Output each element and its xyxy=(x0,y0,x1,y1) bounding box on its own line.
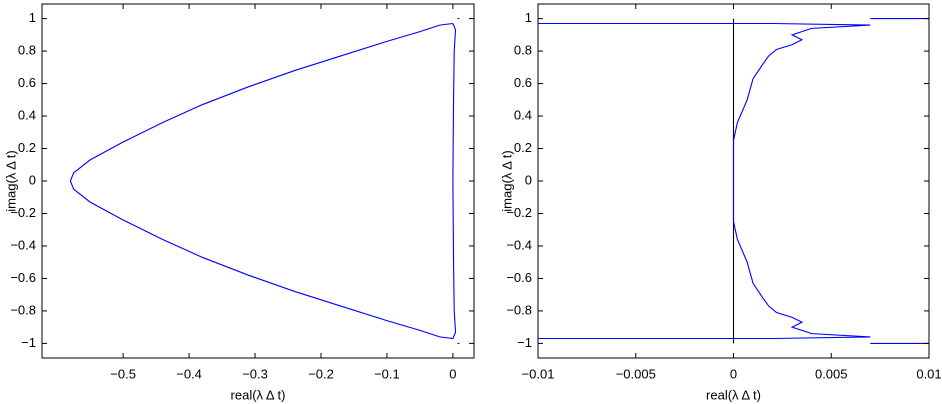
x-tick-label: −0.01 xyxy=(522,366,555,381)
x-tick-label: −0.3 xyxy=(242,366,268,381)
y-axis-label: imag(λ Δ t) xyxy=(3,150,18,211)
y-tick-label: −0.2 xyxy=(10,205,36,220)
plot-area xyxy=(41,3,475,359)
y-tick-label: −1 xyxy=(517,335,532,350)
y-axis-label: imag(λ Δ t) xyxy=(499,150,514,211)
x-tick-label: 0.01 xyxy=(916,366,941,381)
x-tick-label: −0.5 xyxy=(110,366,136,381)
y-tick-label: 0.6 xyxy=(18,75,36,90)
x-axis-label: real(λ Δ t) xyxy=(706,387,761,402)
x-tick-label: −0.005 xyxy=(616,366,656,381)
x-axis-label: real(λ Δ t) xyxy=(231,387,286,402)
y-tick-label: 0.2 xyxy=(514,140,532,155)
y-tick-label: 0.8 xyxy=(514,43,532,58)
y-tick-label: 0 xyxy=(525,172,532,187)
y-tick-label: −0.2 xyxy=(506,205,532,220)
x-tick-label: 0 xyxy=(449,366,456,381)
series-line xyxy=(69,22,457,340)
series-line xyxy=(870,18,929,344)
x-tick-label: −0.2 xyxy=(308,366,334,381)
y-tick-label: −0.8 xyxy=(506,302,532,317)
x-tick-label: 0.005 xyxy=(815,366,848,381)
y-tick-label: −0.4 xyxy=(506,237,532,252)
y-tick-label: 0.2 xyxy=(18,140,36,155)
y-tick-label: 0.4 xyxy=(514,107,532,122)
y-tick-label: 1 xyxy=(525,10,532,25)
x-tick-label: 0 xyxy=(730,366,737,381)
y-tick-label: −0.4 xyxy=(10,237,36,252)
y-tick-label: −0.8 xyxy=(10,302,36,317)
y-tick-label: −1 xyxy=(21,335,36,350)
series-line xyxy=(457,18,460,344)
y-tick-label: 0.8 xyxy=(18,43,36,58)
y-tick-label: −0.6 xyxy=(10,270,36,285)
x-tick-label: −0.1 xyxy=(374,366,400,381)
x-tick-label: −0.4 xyxy=(176,366,202,381)
series-line xyxy=(538,22,871,340)
y-tick-label: 0.6 xyxy=(514,75,532,90)
y-tick-label: −0.6 xyxy=(506,270,532,285)
y-tick-label: 0 xyxy=(29,172,36,187)
y-tick-label: 1 xyxy=(29,10,36,25)
y-tick-label: 0.4 xyxy=(18,107,36,122)
